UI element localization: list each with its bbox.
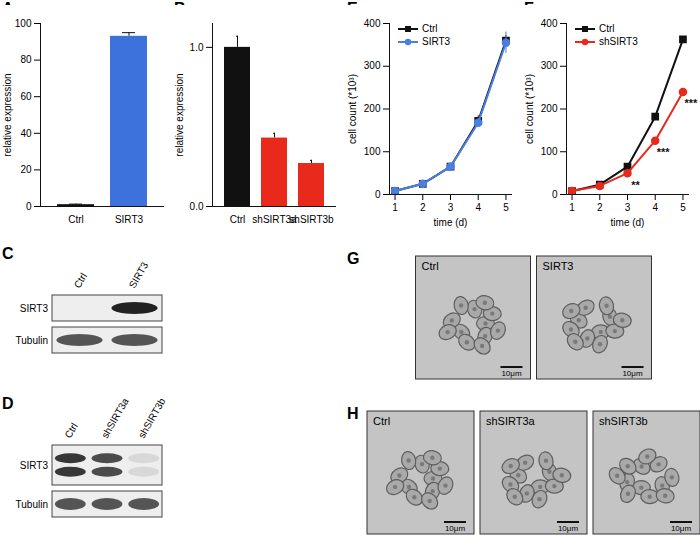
svg-text:5: 5 <box>680 202 686 213</box>
svg-text:4: 4 <box>652 202 658 213</box>
svg-text:3: 3 <box>625 202 631 213</box>
svg-text:shSIRT3a: shSIRT3a <box>252 213 297 225</box>
svg-text:Tubulin: Tubulin <box>16 499 48 510</box>
svg-text:SIRT3: SIRT3 <box>543 260 574 272</box>
html-text:Ctrl: Ctrl <box>422 23 438 34</box>
html-text:H: H <box>347 405 359 422</box>
svg-text:1: 1 <box>392 202 398 213</box>
svg-text:Tubulin: Tubulin <box>16 335 48 346</box>
svg-text:1: 1 <box>569 202 575 213</box>
svg-text:400: 400 <box>541 18 558 29</box>
svg-text:SIRT3: SIRT3 <box>20 303 49 314</box>
svg-text:100: 100 <box>364 146 381 157</box>
svg-text:shSIRT3b: shSIRT3b <box>136 396 168 440</box>
svg-text:Ctrl: Ctrl <box>68 214 84 225</box>
svg-text:60: 60 <box>20 91 32 102</box>
html-text:shSIRT3: shSIRT3 <box>599 36 638 47</box>
svg-text:2: 2 <box>597 202 603 213</box>
svg-text:Ctrl: Ctrl <box>230 214 246 225</box>
svg-text:10μm: 10μm <box>445 524 466 533</box>
svg-text:0.0: 0.0 <box>190 201 204 212</box>
svg-text:200: 200 <box>364 103 381 114</box>
html-text:E: E <box>347 0 358 17</box>
svg-text:300: 300 <box>364 60 381 71</box>
svg-text:shSIRT3a: shSIRT3a <box>486 415 536 427</box>
svg-text:shSIRT3b: shSIRT3b <box>599 415 648 427</box>
svg-text:10μm: 10μm <box>671 524 692 533</box>
svg-text:2: 2 <box>420 202 426 213</box>
svg-text:300: 300 <box>541 60 558 71</box>
svg-text:Ctrl: Ctrl <box>63 421 80 440</box>
svg-text:Ctrl: Ctrl <box>422 260 439 272</box>
svg-text:3: 3 <box>448 202 454 213</box>
svg-text:relative expression: relative expression <box>2 73 13 156</box>
svg-text:***: *** <box>685 97 699 109</box>
svg-text:10μm: 10μm <box>501 369 522 378</box>
svg-text:SIRT3: SIRT3 <box>20 460 49 471</box>
html-text:F: F <box>524 0 534 17</box>
svg-text:time (d): time (d) <box>611 217 645 228</box>
svg-text:400: 400 <box>364 18 381 29</box>
svg-text:**: ** <box>631 179 640 191</box>
svg-text:time (d): time (d) <box>434 217 468 228</box>
html-text:Ctrl: Ctrl <box>599 23 615 34</box>
svg-text:cell count (*10³): cell count (*10³) <box>524 74 535 144</box>
svg-text:80: 80 <box>20 54 32 65</box>
svg-text:***: *** <box>657 146 671 158</box>
svg-text:40: 40 <box>20 128 32 139</box>
html-text:D: D <box>2 395 14 412</box>
html-text:B: B <box>174 0 186 17</box>
svg-text:relative expression: relative expression <box>174 73 185 156</box>
svg-text:4: 4 <box>475 202 481 213</box>
svg-text:0: 0 <box>552 189 558 200</box>
svg-text:cell count (*10³): cell count (*10³) <box>347 74 358 144</box>
html-text:C: C <box>2 245 14 262</box>
svg-text:Ctrl: Ctrl <box>72 271 89 290</box>
html-text:G: G <box>347 250 360 267</box>
html-text:A: A <box>2 0 14 17</box>
svg-text:100: 100 <box>15 18 32 29</box>
svg-text:1.0: 1.0 <box>190 42 204 53</box>
svg-text:20: 20 <box>20 164 32 175</box>
svg-text:0: 0 <box>375 189 381 200</box>
svg-text:100: 100 <box>541 146 558 157</box>
svg-text:10μm: 10μm <box>558 524 579 533</box>
svg-text:SIRT3: SIRT3 <box>127 260 151 290</box>
svg-text:shSIRT3a: shSIRT3a <box>99 396 131 440</box>
svg-text:SIRT3: SIRT3 <box>115 214 144 225</box>
svg-text:0: 0 <box>26 201 32 212</box>
svg-text:Ctrl: Ctrl <box>373 415 390 427</box>
svg-text:5: 5 <box>503 202 509 213</box>
svg-text:10μm: 10μm <box>622 369 643 378</box>
svg-text:200: 200 <box>541 103 558 114</box>
svg-text:shSIRT3b: shSIRT3b <box>289 214 334 225</box>
html-text:SIRT3: SIRT3 <box>422 36 451 47</box>
